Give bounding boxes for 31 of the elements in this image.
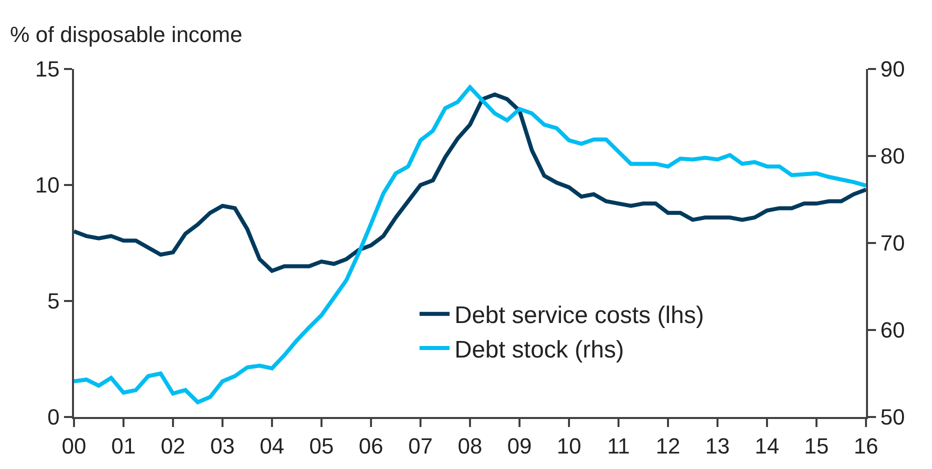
legend-label: Debt service costs (lhs) xyxy=(454,302,704,330)
x-tick-label: 05 xyxy=(309,433,334,458)
x-tick-label: 07 xyxy=(408,433,433,458)
x-tick-label: 08 xyxy=(458,433,482,458)
x-tick-label: 06 xyxy=(358,433,384,458)
y-axis-title: % of disposable income xyxy=(10,22,242,47)
y-tick-label: 15 xyxy=(35,56,60,82)
y2-tick-label: 60 xyxy=(880,318,905,343)
x-tick-label: 10 xyxy=(556,433,582,458)
line-series xyxy=(74,92,866,273)
y2-tick-label: 80 xyxy=(880,144,905,169)
y-tick-label: 5 xyxy=(47,288,60,314)
line-series xyxy=(74,85,866,404)
x-tick-label: 12 xyxy=(656,433,680,458)
y-tick-label: 10 xyxy=(35,172,60,198)
x-tick-label: 03 xyxy=(210,433,235,458)
x-tick-label: 16 xyxy=(854,433,878,458)
y2-tick-label: 50 xyxy=(880,404,905,430)
x-tick-label: 11 xyxy=(607,433,630,458)
y-tick-label: 0 xyxy=(47,404,60,430)
x-tick-label: 04 xyxy=(260,433,284,458)
x-tick-label: 09 xyxy=(507,433,532,458)
x-tick-label: 01 xyxy=(111,433,136,458)
x-tick-label: 13 xyxy=(705,433,730,458)
x-tick-label: 00 xyxy=(62,433,86,458)
x-tick-label: 02 xyxy=(160,433,186,458)
legend-label: Debt stock (rhs) xyxy=(454,336,624,364)
y2-tick-label: 70 xyxy=(880,230,905,256)
x-tick-label: 14 xyxy=(754,433,780,458)
y2-tick-label: 90 xyxy=(880,56,905,82)
x-tick-label: 15 xyxy=(804,433,829,458)
